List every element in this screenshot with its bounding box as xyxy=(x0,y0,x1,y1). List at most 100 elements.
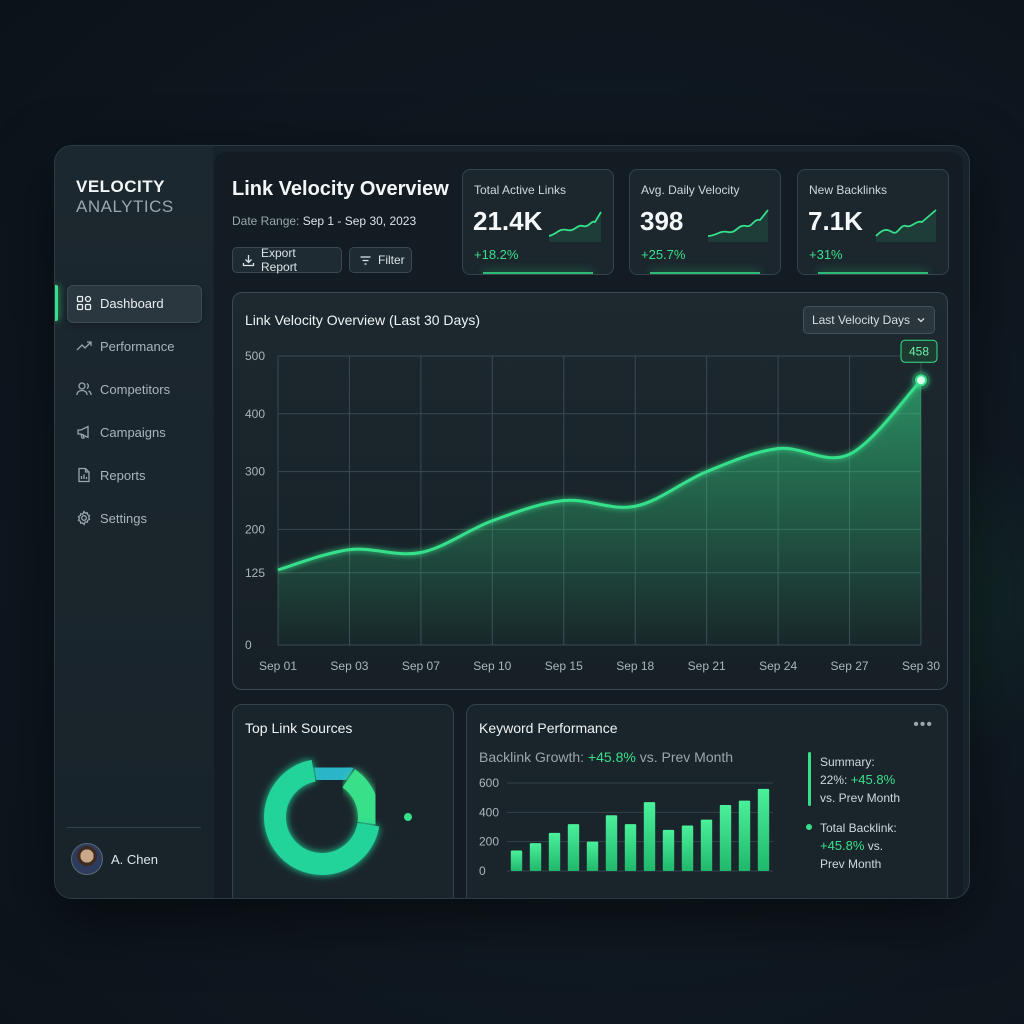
sidebar-item-dashboard[interactable]: Dashboard xyxy=(55,285,213,323)
x-tick-label: Sep 27 xyxy=(831,659,869,673)
user-profile[interactable]: A. Chen xyxy=(71,843,158,875)
kpi-change: +31% xyxy=(809,247,843,262)
donut-slice xyxy=(313,759,354,788)
divider xyxy=(67,827,201,828)
filter-icon xyxy=(359,254,372,267)
area-fill xyxy=(278,380,921,645)
bar xyxy=(605,815,618,871)
x-tick-label: Sep 21 xyxy=(688,659,726,673)
sidebar-item-label: Campaigns xyxy=(100,424,166,440)
bar xyxy=(529,843,542,871)
sidebar: VELOCITY ANALYTICS Dashboard xyxy=(55,146,213,898)
sidebar-item-label: Performance xyxy=(100,338,175,354)
export-report-label: Export Report xyxy=(261,246,298,274)
kpi-change: +18.2% xyxy=(474,247,519,262)
avatar xyxy=(71,843,103,875)
y-tick-label: 125 xyxy=(245,566,265,580)
x-tick-label: Sep 03 xyxy=(330,659,368,673)
y-tick-label: 200 xyxy=(479,835,499,849)
total-backlink-block: Total Backlink: +45.8% vs. Prev Month xyxy=(820,819,897,873)
end-value-badge xyxy=(900,339,938,363)
bar xyxy=(510,850,523,871)
date-range-label: Date Range: xyxy=(232,214,300,228)
sidebar-item-reports[interactable]: Reports xyxy=(55,457,213,493)
sidebar-item-competitors[interactable]: Competitors xyxy=(55,371,213,407)
velocity-area-chart: 0 125 200 300 400 500 Sep 01 Sep 03 Sep 07 Sep 10… xyxy=(245,339,940,673)
x-tick-label: Sep 24 xyxy=(759,659,797,673)
sidebar-item-label: Competitors xyxy=(100,381,171,397)
summary-pct-change: +45.8% xyxy=(850,772,896,787)
donut-slice xyxy=(264,759,380,875)
kpi-value: 21.4K xyxy=(473,206,543,236)
kpi-glow xyxy=(483,272,593,274)
bar xyxy=(567,824,580,871)
backlink-growth-subtitle: Backlink Growth: +45.8% vs. Prev Month xyxy=(479,749,733,765)
summary-heading: Summary: xyxy=(820,755,875,769)
link-sources-donut xyxy=(264,759,412,875)
sidebar-item-campaigns[interactable]: Campaigns xyxy=(55,414,213,450)
total-change: +45.8% xyxy=(820,838,865,853)
card-title: Top Link Sources xyxy=(245,720,353,736)
bar xyxy=(681,825,694,871)
x-tick-label: Sep 30 xyxy=(902,659,940,673)
sparkline xyxy=(875,209,937,242)
kpi-label: Avg. Daily Velocity xyxy=(641,183,740,197)
bar xyxy=(700,819,713,871)
bar xyxy=(548,832,561,871)
kpi-label: New Backlinks xyxy=(809,183,888,197)
total-suffix-1: vs. xyxy=(867,839,884,853)
kpi-card-total-active-links: Total Active Links 21.4K +18.2% xyxy=(462,169,614,275)
bar xyxy=(586,841,599,871)
sidebar-item-settings[interactable]: Settings xyxy=(55,500,213,536)
kpi-label: Total Active Links xyxy=(474,183,567,197)
grid-icon xyxy=(76,295,92,311)
end-value-label: 458 xyxy=(909,344,929,358)
end-point-marker xyxy=(915,374,927,387)
main-content: Link Velocity Overview Date Range: Sep 1… xyxy=(214,152,963,898)
y-tick-label: 400 xyxy=(245,407,265,421)
velocity-chart-card: 0 125 200 300 400 500 Sep 01 Sep 03 Sep 07 Sep 10… xyxy=(232,292,948,690)
megaphone-icon xyxy=(76,424,92,440)
bar xyxy=(643,802,656,871)
y-tick-label: 300 xyxy=(245,465,265,479)
filter-button[interactable]: Filter xyxy=(349,247,412,273)
active-indicator xyxy=(55,285,58,321)
kpi-card-new-backlinks: New Backlinks 7.1K +31% xyxy=(797,169,949,275)
kpi-card-avg-daily-velocity: Avg. Daily Velocity 398 +25.7% xyxy=(629,169,781,275)
brand-line-1: VELOCITY xyxy=(76,177,166,196)
x-tick-label: Sep 07 xyxy=(402,659,440,673)
summary-pct: 22%: xyxy=(820,773,848,787)
subtitle-suffix: vs. Prev Month xyxy=(639,749,734,765)
sidebar-item-label: Reports xyxy=(100,467,146,483)
date-range-value: Sep 1 - Sep 30, 2023 xyxy=(302,214,417,228)
y-tick-label: 400 xyxy=(479,805,499,819)
subtitle-prefix: Backlink Growth: xyxy=(479,749,585,765)
bar xyxy=(624,824,637,871)
y-tick-label: 0 xyxy=(479,864,486,878)
filter-label: Filter xyxy=(378,253,405,267)
bar xyxy=(757,788,770,871)
export-report-button[interactable]: Export Report xyxy=(232,246,342,274)
chevron-down-icon xyxy=(916,315,926,325)
document-icon xyxy=(76,467,92,483)
brand-logo: VELOCITY ANALYTICS xyxy=(76,177,174,217)
download-icon xyxy=(242,254,255,267)
bar xyxy=(662,829,675,871)
summary-pct-suffix: vs. Prev Month xyxy=(820,791,901,805)
more-dots-icon[interactable]: ••• xyxy=(913,716,933,733)
kpi-change: +25.7% xyxy=(641,247,686,262)
y-tick-label: 500 xyxy=(245,349,265,363)
range-dropdown[interactable]: Last Velocity Days xyxy=(802,306,935,334)
date-range: Date Range: Sep 1 - Sep 30, 2023 xyxy=(232,214,416,228)
top-link-sources-card: Top Link Sources xyxy=(232,704,454,898)
chart-title: Link Velocity Overview (Last 30 Days) xyxy=(245,312,480,328)
x-tick-label: Sep 10 xyxy=(473,659,511,673)
keyword-bar-chart: 0 200 400 600 xyxy=(479,776,773,878)
y-tick-label: 200 xyxy=(245,522,265,536)
summary-bullet xyxy=(806,824,812,830)
page-title: Link Velocity Overview xyxy=(232,178,449,200)
summary-accent-bar xyxy=(808,752,811,806)
sidebar-item-performance[interactable]: Performance xyxy=(55,328,213,364)
x-tick-label: Sep 18 xyxy=(616,659,654,673)
gear-icon xyxy=(76,510,92,526)
